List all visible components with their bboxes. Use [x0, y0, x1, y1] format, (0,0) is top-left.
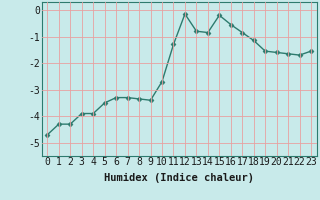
X-axis label: Humidex (Indice chaleur): Humidex (Indice chaleur): [104, 173, 254, 183]
